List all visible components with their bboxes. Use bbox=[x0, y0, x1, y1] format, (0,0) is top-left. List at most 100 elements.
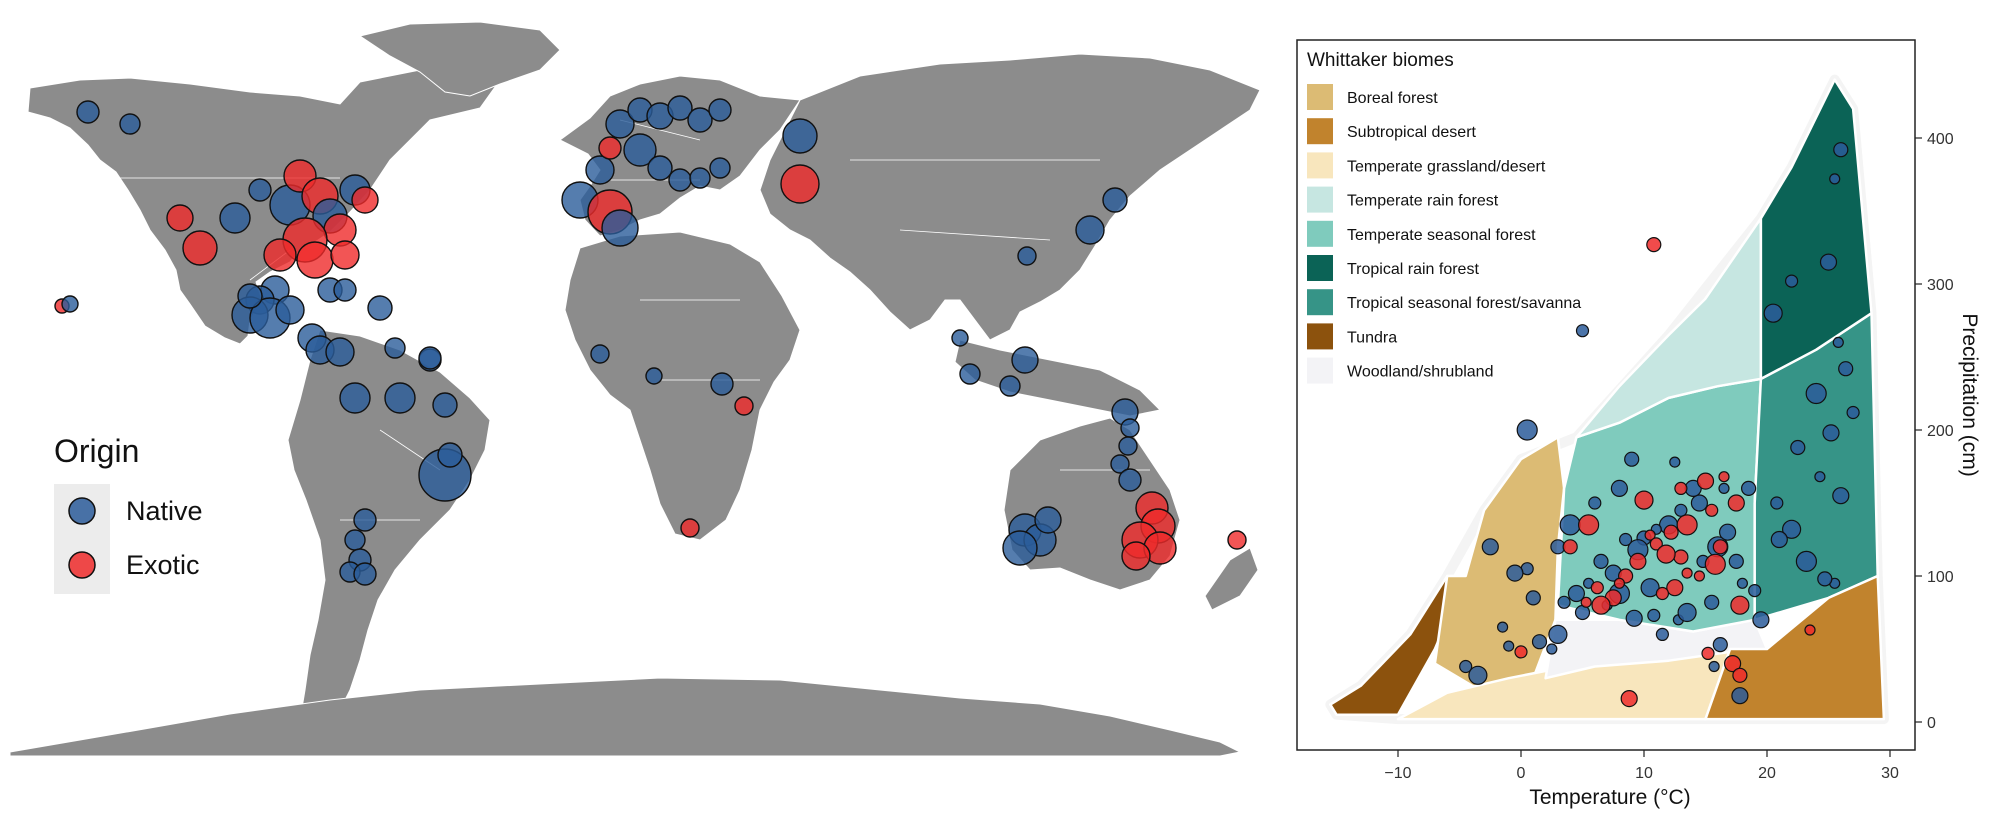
native-occurrence-point bbox=[709, 157, 731, 179]
native-occurrence-point bbox=[1017, 246, 1037, 266]
native-scatter-point bbox=[1795, 550, 1818, 573]
x-axis-tick-label: 30 bbox=[1881, 765, 1899, 782]
native-scatter-point bbox=[1610, 479, 1628, 497]
biome-legend-swatch bbox=[1307, 255, 1333, 281]
native-scatter-point bbox=[1712, 636, 1728, 653]
native-occurrence-point bbox=[959, 363, 981, 385]
native-occurrence-point bbox=[689, 167, 711, 189]
biome-legend-label: Woodland/shrubland bbox=[1347, 364, 1493, 381]
native-scatter-point bbox=[1669, 456, 1681, 468]
native-occurrence-point bbox=[275, 295, 305, 325]
native-scatter-point bbox=[1655, 627, 1669, 642]
exotic-scatter-point bbox=[1562, 539, 1578, 555]
native-scatter-point bbox=[1567, 584, 1585, 603]
native-occurrence-point bbox=[710, 372, 734, 396]
biome-legend: Whittaker biomes Boreal forest Subtropica… bbox=[1307, 50, 1581, 384]
native-scatter-point bbox=[1763, 303, 1783, 323]
native-scatter-point bbox=[1619, 532, 1633, 547]
exotic-occurrence-point bbox=[330, 240, 360, 270]
native-scatter-point bbox=[1817, 571, 1833, 587]
biome-legend-label: Temperate grassland/desert bbox=[1347, 158, 1546, 175]
exotic-occurrence-point bbox=[263, 238, 297, 272]
biome-legend-items: Boreal forest Subtropical desert Temperate… bbox=[1307, 84, 1581, 384]
native-scatter-point bbox=[1805, 382, 1827, 405]
exotic-occurrence-point bbox=[1227, 530, 1247, 550]
exotic-scatter-point bbox=[1673, 549, 1689, 565]
exotic-scatter-point bbox=[1629, 552, 1647, 571]
native-scatter-point bbox=[1525, 590, 1541, 606]
native-occurrence-point bbox=[668, 168, 692, 192]
native-occurrence-point bbox=[367, 295, 393, 321]
exotic-scatter-point bbox=[1620, 689, 1638, 708]
exotic-occurrence-point bbox=[182, 230, 218, 266]
exotic-scatter-point bbox=[1580, 596, 1592, 608]
native-occurrence-point bbox=[647, 155, 673, 181]
native-scatter-point bbox=[1640, 578, 1660, 598]
native-occurrence-point bbox=[432, 392, 458, 418]
native-occurrence-point bbox=[339, 382, 371, 414]
exotic-scatter-point bbox=[1649, 537, 1663, 551]
native-occurrence-point bbox=[418, 346, 442, 370]
native-occurrence-point bbox=[437, 442, 463, 468]
native-occurrence-point bbox=[61, 295, 79, 313]
native-occurrence-point bbox=[645, 367, 663, 385]
native-scatter-point bbox=[1708, 660, 1720, 673]
native-scatter-point bbox=[1829, 173, 1841, 185]
native-occurrence-point bbox=[76, 100, 100, 124]
biome-legend-label: Temperate seasonal forest bbox=[1347, 227, 1536, 244]
native-scatter-point bbox=[1546, 643, 1558, 655]
native-scatter-point bbox=[1728, 553, 1744, 570]
native-occurrence-point bbox=[1120, 418, 1140, 438]
native-scatter-point bbox=[1838, 361, 1854, 377]
y-axis-tick-label: 300 bbox=[1927, 277, 1954, 294]
biome-legend-label: Tropical rain forest bbox=[1347, 261, 1479, 278]
x-axis-label: Temperature (°C) bbox=[1529, 786, 1690, 809]
native-scatter-point bbox=[1822, 424, 1840, 442]
asia-landmass bbox=[759, 53, 1261, 341]
exotic-scatter-point bbox=[1666, 579, 1684, 597]
native-scatter-point bbox=[1516, 419, 1538, 441]
exotic-scatter-point bbox=[1718, 471, 1730, 483]
exotic-scatter-point bbox=[1732, 667, 1748, 683]
exotic-occurrence-point bbox=[1121, 541, 1151, 571]
biome-legend-swatch bbox=[1307, 118, 1333, 145]
biome-legend-label: Boreal forest bbox=[1347, 90, 1438, 107]
world-map: Origin Native Exotic bbox=[9, 21, 1261, 757]
exotic-scatter-point bbox=[1613, 577, 1625, 589]
north-america-landmass bbox=[27, 63, 501, 345]
exotic-scatter-point bbox=[1724, 654, 1742, 673]
biome-legend-swatch bbox=[1307, 152, 1333, 179]
x-axis-tick-label: 0 bbox=[1517, 765, 1526, 782]
native-scatter-point bbox=[1531, 634, 1548, 650]
biome-legend-swatch bbox=[1307, 84, 1333, 110]
native-occurrence-point bbox=[951, 329, 969, 347]
native-scatter-point bbox=[1704, 594, 1720, 610]
biome-legend-swatch bbox=[1307, 186, 1333, 213]
native-scatter-point bbox=[1719, 523, 1737, 541]
native-scatter-point bbox=[1846, 405, 1860, 420]
native-occurrence-point bbox=[708, 98, 732, 122]
native-occurrence-point bbox=[601, 209, 639, 247]
native-scatter-point bbox=[1459, 659, 1473, 674]
biome-legend-swatch bbox=[1307, 357, 1333, 384]
biome-regions bbox=[1325, 74, 1889, 725]
new-zealand-landmass bbox=[1204, 547, 1259, 611]
native-scatter-point bbox=[1752, 611, 1770, 629]
native-occurrence-point bbox=[590, 344, 610, 364]
native-occurrence-point bbox=[219, 202, 251, 234]
exotic-occurrence-point bbox=[780, 164, 820, 204]
biome-legend-swatch bbox=[1307, 289, 1333, 316]
exotic-scatter-point bbox=[1712, 539, 1728, 555]
y-axis-tick-label: 0 bbox=[1927, 715, 1936, 732]
biome-legend-label: Subtropical desert bbox=[1347, 124, 1477, 141]
native-scatter-point bbox=[1677, 602, 1697, 623]
exotic-scatter-point bbox=[1696, 472, 1715, 490]
exotic-scatter-point bbox=[1701, 646, 1715, 661]
native-scatter-point bbox=[1718, 482, 1730, 494]
native-occurrence-point bbox=[353, 508, 377, 532]
exotic-scatter-point bbox=[1646, 237, 1662, 253]
native-scatter-point bbox=[1832, 336, 1844, 348]
map-legend-exotic-label: Exotic bbox=[126, 550, 200, 580]
